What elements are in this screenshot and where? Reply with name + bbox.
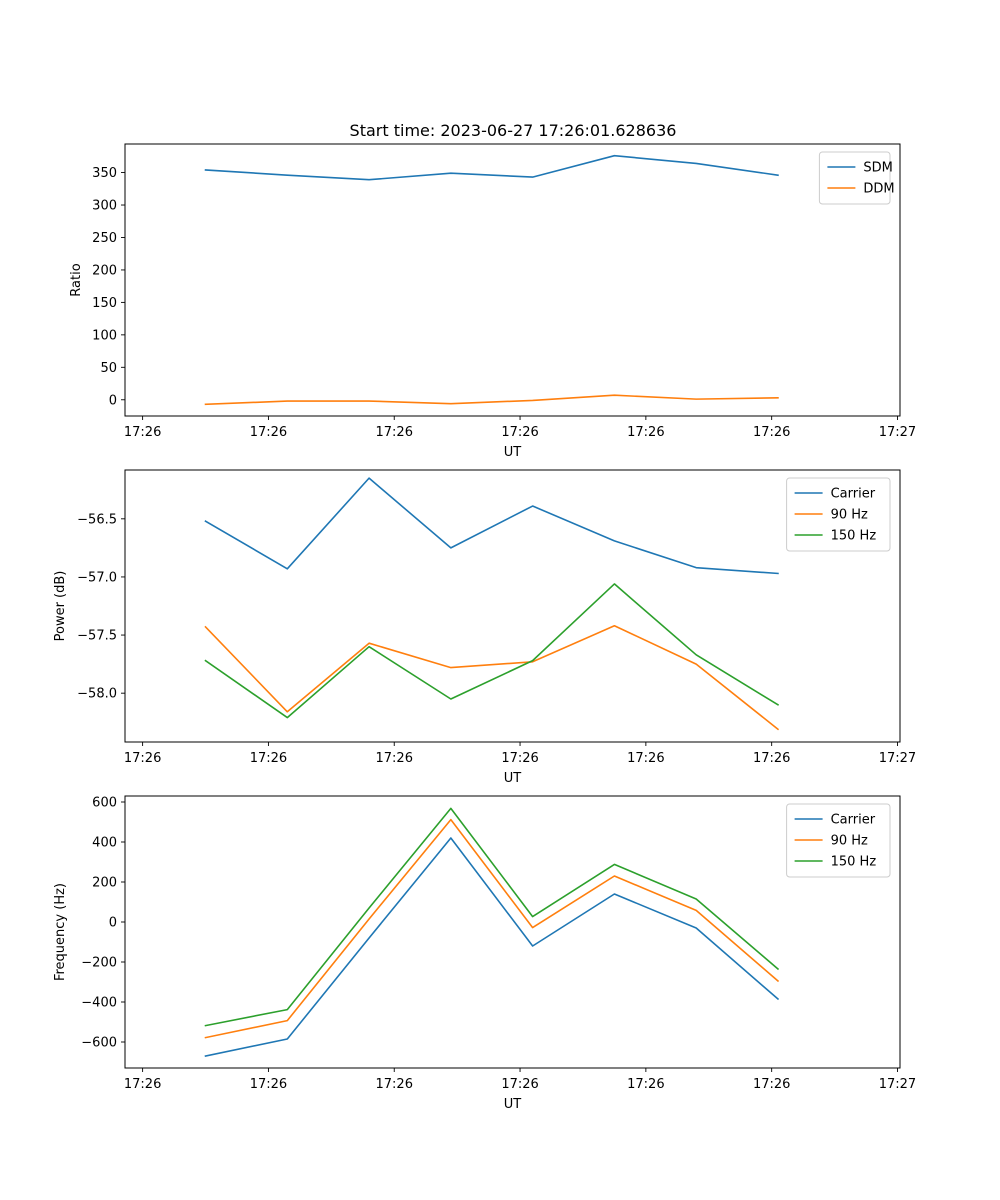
y-tick-label: 600 xyxy=(92,796,117,811)
y-tick-label: 50 xyxy=(100,361,117,376)
y-tick-label: −400 xyxy=(81,996,117,1011)
x-axis-label: UT xyxy=(504,771,522,786)
y-tick-label: −57.5 xyxy=(77,629,117,644)
legend: Carrier 90 Hz 150 Hz xyxy=(786,477,891,552)
legend-label: SDM xyxy=(863,161,892,176)
series-line-150-hz xyxy=(204,583,780,719)
axes-frame xyxy=(124,143,901,417)
x-tick-label: 17:27 xyxy=(879,751,916,766)
y-axis-label: Power (dB) xyxy=(53,571,68,642)
series-line-carrier xyxy=(204,837,780,1057)
y-axis-label: Frequency (Hz) xyxy=(53,883,68,981)
series-line-90-hz xyxy=(204,624,780,731)
x-tick-label: 17:26 xyxy=(376,1077,413,1092)
legend-label: DDM xyxy=(863,182,894,197)
x-tick-label: 17:26 xyxy=(376,425,413,440)
legend-label: 90 Hz xyxy=(831,508,868,523)
legend-box xyxy=(818,151,891,205)
x-tick-label: 17:26 xyxy=(124,751,161,766)
legend-label: Carrier xyxy=(831,487,876,502)
x-tick-label: 17:27 xyxy=(879,1077,916,1092)
subplots: 17:26 17:26 17:26 17:26 17:26 17:26 17:27 0 50 10… xyxy=(53,143,916,1112)
y-tick-label: 0 xyxy=(109,916,117,931)
x-tick-label: 17:26 xyxy=(124,425,161,440)
x-tick-label: 17:26 xyxy=(250,425,287,440)
x-axis-label: UT xyxy=(504,1097,522,1112)
y-tick-label: 300 xyxy=(92,199,117,214)
x-axis-label: UT xyxy=(504,445,522,460)
x-tick-label: 17:26 xyxy=(250,751,287,766)
subplot-3: 17:26 17:26 17:26 17:26 17:26 17:26 17:27 −600 −… xyxy=(53,795,916,1112)
legend: Carrier 90 Hz 150 Hz xyxy=(786,803,891,878)
series-line-sdm xyxy=(204,154,779,181)
x-tick-label: 17:26 xyxy=(753,1077,790,1092)
axes-frame xyxy=(124,795,901,1069)
y-tick-label: 200 xyxy=(92,263,117,278)
x-tick-label: 17:26 xyxy=(753,425,790,440)
y-tick-label: −58.0 xyxy=(77,687,117,702)
x-tick-label: 17:26 xyxy=(753,751,790,766)
x-tick-label: 17:26 xyxy=(250,1077,287,1092)
legend: SDM DDM xyxy=(818,151,895,205)
x-tick-label: 17:26 xyxy=(501,751,538,766)
x-tick-label: 17:26 xyxy=(124,1077,161,1092)
y-tick-label: 400 xyxy=(92,836,117,851)
y-tick-label: 0 xyxy=(109,393,117,408)
legend-label: 90 Hz xyxy=(831,834,868,849)
series-line-90-hz xyxy=(204,818,780,1039)
x-tick-label: 17:27 xyxy=(879,425,916,440)
y-tick-label: 200 xyxy=(92,876,117,891)
axes-frame xyxy=(124,469,901,743)
series-line-carrier xyxy=(204,477,779,575)
subplot-1: 17:26 17:26 17:26 17:26 17:26 17:26 17:27 0 50 10… xyxy=(69,143,916,460)
x-tick-label: 17:26 xyxy=(627,1077,664,1092)
y-axis-label: Ratio xyxy=(69,263,84,296)
legend-label: Carrier xyxy=(831,813,876,828)
y-tick-label: −57.0 xyxy=(77,570,117,585)
x-tick-label: 17:26 xyxy=(627,425,664,440)
y-tick-label: 350 xyxy=(92,166,117,181)
x-tick-label: 17:26 xyxy=(376,751,413,766)
legend-label: 150 Hz xyxy=(831,529,877,544)
legend-label: 150 Hz xyxy=(831,855,877,870)
y-tick-label: 150 xyxy=(92,296,117,311)
subplot-2: 17:26 17:26 17:26 17:26 17:26 17:26 17:27 −58.0… xyxy=(53,469,916,786)
x-tick-label: 17:26 xyxy=(501,1077,538,1092)
series-line-ddm xyxy=(204,394,779,406)
series-line-150-hz xyxy=(204,807,780,1027)
legend-box xyxy=(786,477,891,552)
x-tick-label: 17:26 xyxy=(627,751,664,766)
y-tick-label: −56.5 xyxy=(77,512,117,527)
y-tick-label: −600 xyxy=(81,1036,117,1051)
x-tick-label: 17:26 xyxy=(501,425,538,440)
figure-title: Start time: 2023-06-27 17:26:01.628636 xyxy=(350,121,677,140)
y-tick-label: 250 xyxy=(92,231,117,246)
y-tick-label: 100 xyxy=(92,328,117,343)
legend-box xyxy=(786,803,891,878)
y-tick-label: −200 xyxy=(81,956,117,971)
